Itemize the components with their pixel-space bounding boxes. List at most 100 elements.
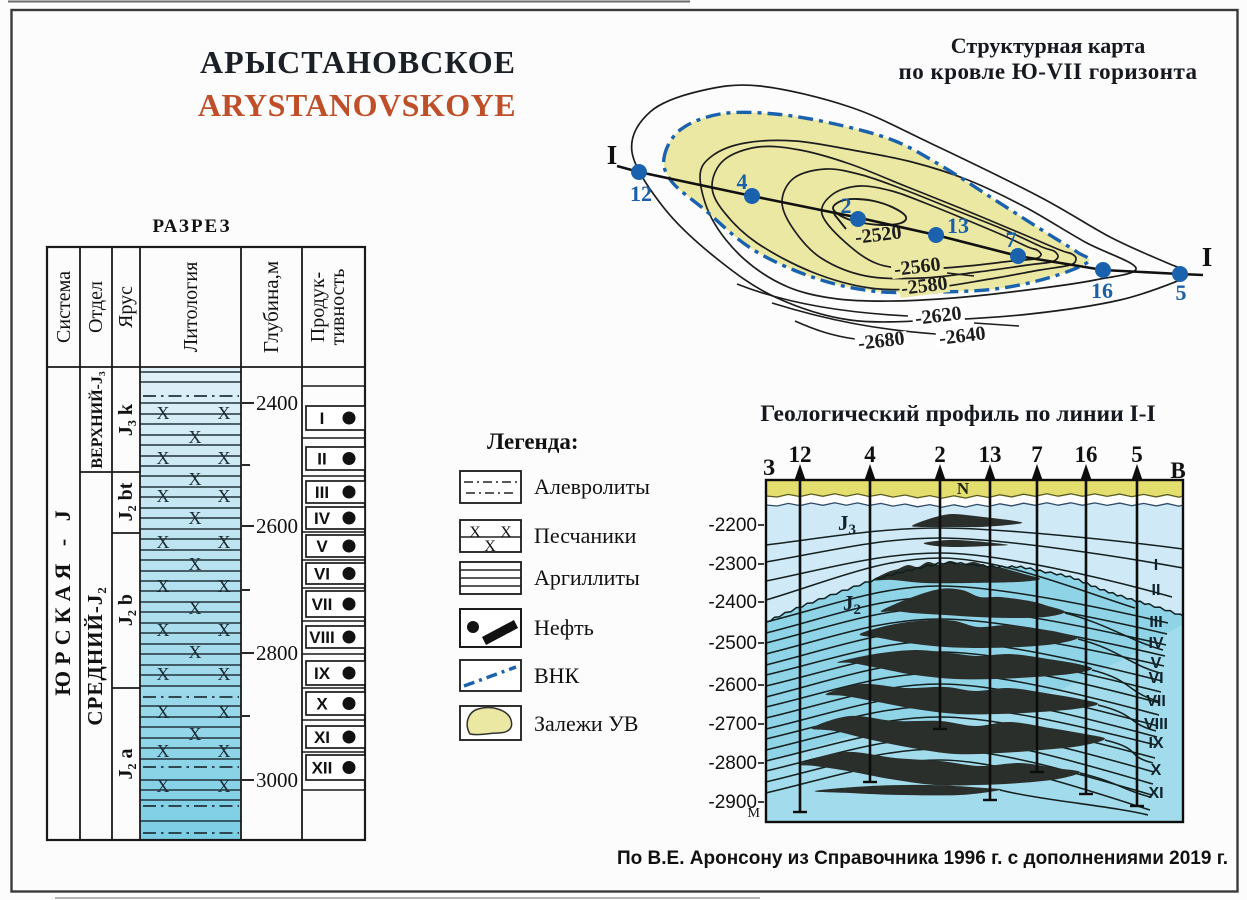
svg-text:Литология: Литология [180,262,202,353]
svg-text:ВНК: ВНК [534,663,580,688]
svg-text:I: I [1154,557,1158,574]
svg-text:Легенда:: Легенда: [487,429,579,454]
svg-text:VIII: VIII [1144,716,1168,733]
svg-text:Геологический профиль по линии: Геологический профиль по линии I-I [760,401,1155,427]
svg-text:АРЫСТАНОВСКОЕ: АРЫСТАНОВСКОЕ [200,44,516,80]
svg-text:12: 12 [630,181,652,206]
svg-text:12: 12 [789,442,812,467]
svg-text:7: 7 [1031,442,1043,467]
svg-text:Х: Х [157,403,170,423]
svg-text:J₃ k: J₃ k [115,403,137,436]
svg-text:Х: Х [469,524,481,541]
svg-text:Х: Х [218,576,231,596]
svg-text:2800: 2800 [256,641,298,665]
svg-text:По В.Е. Аронсону из Справочник: По В.Е. Аронсону из Справочника 1996 г. … [617,848,1228,869]
svg-text:2400: 2400 [256,391,298,415]
svg-text:V: V [316,537,328,556]
svg-text:Х: Х [484,538,496,555]
svg-text:16: 16 [1091,278,1113,303]
svg-text:ARYSTANOVSKOYE: ARYSTANOVSKOYE [198,87,516,123]
svg-text:2: 2 [841,193,852,218]
svg-text:тивность: тивность [327,269,349,346]
svg-text:Х: Х [157,741,170,761]
svg-text:J₂ bt: J₂ bt [115,482,137,521]
svg-text:I: I [320,409,325,428]
svg-text:J₂ b: J₂ b [115,594,137,626]
svg-text:Нефть: Нефть [534,615,594,640]
svg-text:13: 13 [979,442,1002,467]
svg-text:4: 4 [864,442,876,467]
svg-text:Отдел: Отдел [85,281,107,333]
svg-text:Система: Система [53,271,75,343]
svg-text:Залежи УВ: Залежи УВ [534,711,638,736]
svg-text:Х: Х [157,532,170,552]
svg-text:Х: Х [157,702,170,722]
svg-text:СРЕДНИЙ-J₂: СРЕДНИЙ-J₂ [83,586,107,725]
svg-text:Х: Х [218,776,231,796]
svg-text:VII: VII [1146,693,1166,710]
svg-text:Х: Х [189,554,202,574]
svg-text:13: 13 [947,213,969,238]
svg-text:-2400: -2400 [708,592,757,613]
svg-text:II: II [1152,582,1161,599]
svg-text:Глубина,м: Глубина,м [259,261,283,353]
svg-text:I: I [607,140,618,170]
svg-text:Х: Х [218,741,231,761]
svg-text:VIII: VIII [309,628,335,647]
svg-text:Х: Х [157,776,170,796]
svg-text:IX: IX [314,664,331,683]
svg-text:IV: IV [314,509,331,528]
svg-text:Х: Х [500,524,512,541]
svg-text:-2600: -2600 [708,675,757,696]
svg-text:Х: Х [157,620,170,640]
svg-text:2600: 2600 [256,514,298,538]
svg-text:ЮРСКАЯ - J: ЮРСКАЯ - J [50,504,75,695]
svg-text:X: X [316,695,328,714]
svg-text:3000: 3000 [256,768,298,792]
svg-text:I: I [1202,242,1213,272]
svg-text:Х: Х [189,427,202,447]
svg-text:З: З [763,455,775,480]
svg-text:Х: Х [157,576,170,596]
svg-text:16: 16 [1075,442,1098,467]
svg-text:Х: Х [189,642,202,662]
svg-text:Х: Х [157,664,170,684]
svg-text:-2300: -2300 [708,554,757,575]
svg-text:-2500: -2500 [708,633,757,654]
svg-text:Песчаники: Песчаники [534,523,637,548]
svg-text:-2200: -2200 [708,515,757,536]
svg-text:Х: Х [218,664,231,684]
svg-text:М: М [748,806,761,821]
svg-text:VI: VI [1148,670,1163,687]
svg-text:V: V [1151,655,1162,672]
svg-text:IV: IV [1148,635,1163,652]
svg-text:IX: IX [1148,735,1163,752]
svg-text:В: В [1170,458,1185,483]
svg-text:Х: Х [218,486,231,506]
svg-text:II: II [317,450,326,469]
svg-text:7: 7 [1006,227,1017,252]
svg-text:VII: VII [312,595,333,614]
svg-text:XII: XII [312,759,333,778]
svg-text:III: III [1149,614,1162,631]
svg-text:5: 5 [1176,280,1187,305]
svg-text:Х: Х [157,448,170,468]
svg-text:X: X [1151,762,1162,779]
svg-text:Х: Х [189,508,202,528]
svg-text:Аргиллиты: Аргиллиты [534,565,640,590]
svg-text:J₂ a: J₂ a [115,749,137,780]
svg-text:Х: Х [189,724,202,744]
svg-text:VI: VI [314,565,330,584]
svg-text:XI: XI [314,728,330,747]
svg-text:Х: Х [218,620,231,640]
svg-text:III: III [315,483,329,502]
svg-text:Х: Х [157,486,170,506]
svg-text:Х: Х [218,448,231,468]
svg-text:Продук-: Продук- [307,272,329,342]
svg-text:РАЗРЕЗ: РАЗРЕЗ [153,216,232,237]
svg-text:ВЕРХНИЙ-J₃: ВЕРХНИЙ-J₃ [87,371,106,468]
svg-text:-2800: -2800 [708,753,757,774]
svg-text:Алевролиты: Алевролиты [534,474,650,499]
svg-text:Х: Х [218,532,231,552]
svg-text:Х: Х [218,403,231,423]
